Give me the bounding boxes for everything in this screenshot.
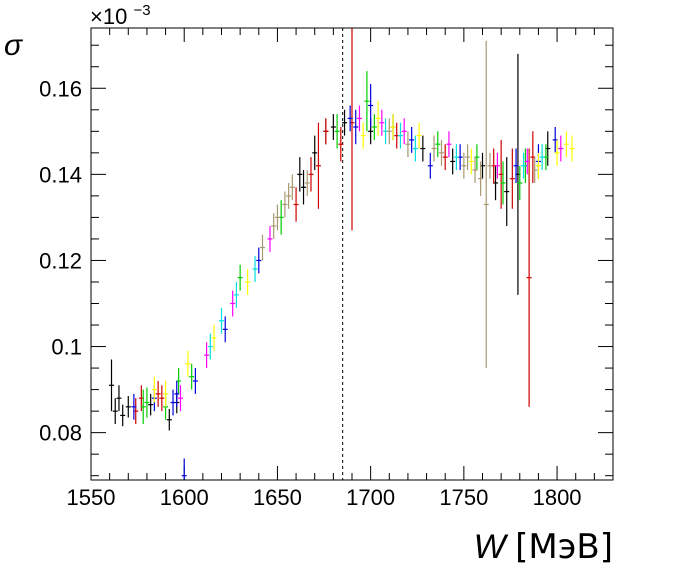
x-tick-label: 1750 (439, 485, 488, 510)
x-axis-label-unit: [МэВ] (515, 527, 613, 567)
y-tick-label: 0.12 (39, 248, 82, 273)
x-tick-label: 1700 (346, 485, 395, 510)
y-axis-label: σ (4, 29, 24, 62)
y-tick-label: 0.08 (39, 421, 82, 446)
y-tick-label: 0.14 (39, 162, 82, 187)
y-multiplier: ×10 −3 (90, 2, 151, 29)
data-layer (109, 28, 575, 480)
y-multiplier-base: ×10 (90, 4, 127, 29)
x-tick-label: 1650 (253, 485, 302, 510)
axes-layer: 1550 1600 1650 1700 1750 1800 0.08 0.1 0.12 0.14 0… (39, 28, 614, 510)
x-axis-label: W [МэВ] (474, 527, 613, 567)
y-tick-label: 0.16 (39, 76, 82, 101)
y-multiplier-exponent: −3 (133, 2, 150, 19)
x-tick-label: 1800 (533, 485, 582, 510)
plot-frame (90, 27, 614, 481)
x-tick-label: 1550 (67, 485, 116, 510)
x-tick-label: 1600 (160, 485, 209, 510)
x-axis-label-variable: W (474, 528, 509, 566)
y-tick-label: 0.1 (51, 335, 82, 360)
frame-layer (90, 27, 614, 481)
